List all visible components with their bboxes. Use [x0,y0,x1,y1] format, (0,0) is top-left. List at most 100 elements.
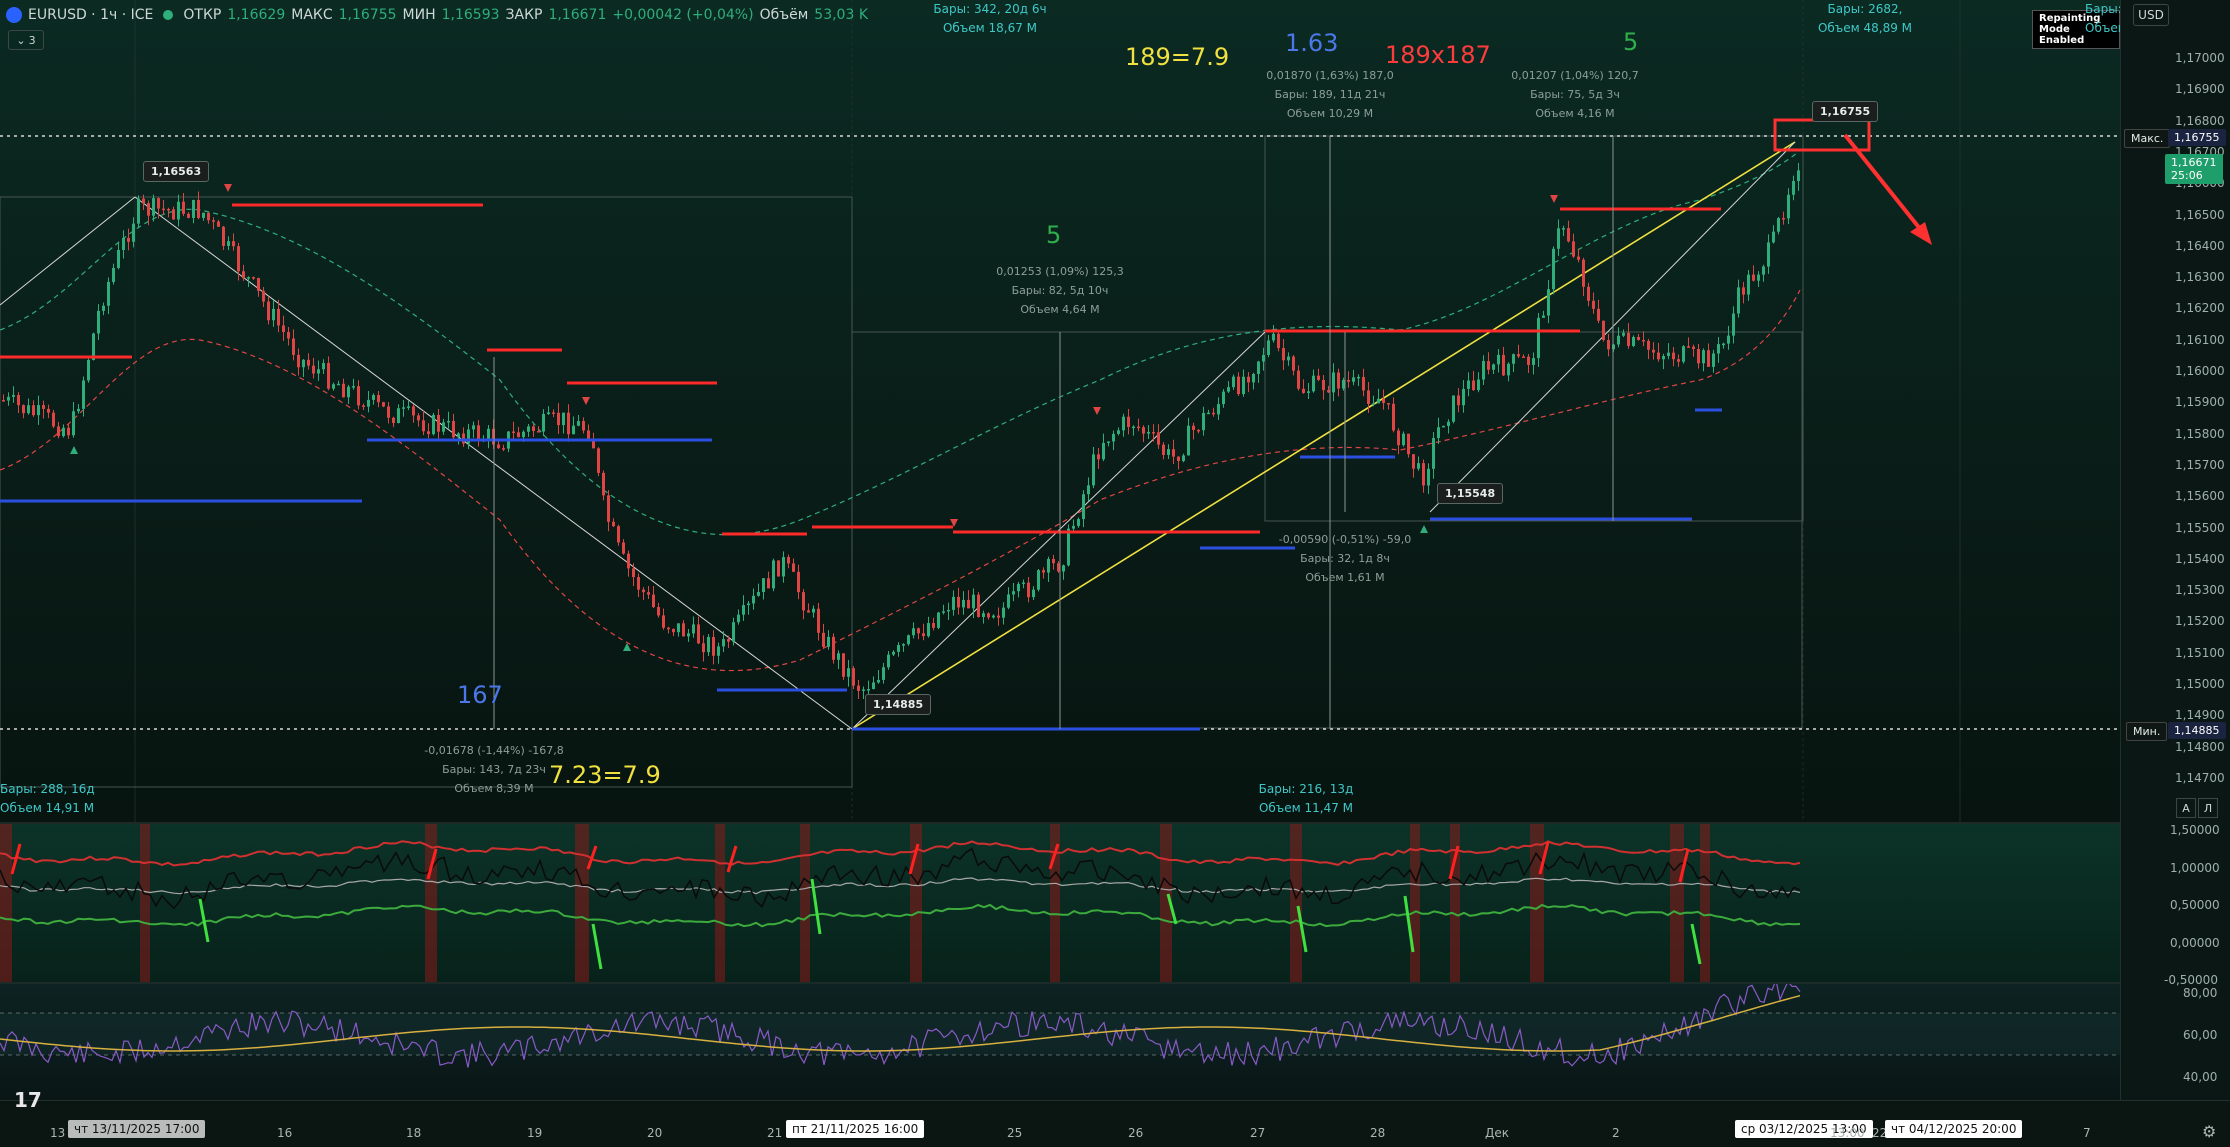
candle-body [1602,320,1605,340]
candle-body [1387,403,1390,405]
candle-body [132,223,135,242]
main-chart-pane[interactable]: EURUSD · 1ч · ICE ОТКР 1,16629 МАКС 1,16… [0,0,2120,822]
candle-body [1027,582,1030,598]
candle-body [1002,607,1005,618]
candle-body [1272,333,1275,341]
measure-text: Объем 4,64 M [1020,303,1100,316]
change-value: +0,00042 (+0,04%) [612,7,754,23]
pane-separator[interactable] [0,982,2230,984]
bars-note-4: Бары: 216, 13д Объем 11,47 M [1246,780,1366,818]
candle-body [1547,289,1550,316]
candle-body [962,599,965,608]
candle-body [687,633,690,637]
candle-body [502,448,505,450]
symbol-header: EURUSD · 1ч · ICE ОТКР 1,16629 МАКС 1,16… [6,4,868,26]
candle-body [327,362,330,389]
candle-body [1057,563,1060,572]
candle-body [772,560,775,589]
current-price-tag: 1,16671 25:06 [2165,154,2223,184]
oscillator-signal-bar [1530,824,1544,982]
candle-body [1282,348,1285,361]
candle-body [932,623,935,628]
candle-body [652,594,655,608]
time-axis-label: 2 [1612,1126,1620,1140]
candle-body [1552,248,1555,290]
oscillator-spike [1048,843,1060,870]
pane-separator[interactable] [0,822,2230,824]
oscillator-signal-bar [425,824,437,982]
candle-body [1472,380,1475,391]
candle-body [1532,358,1535,365]
candle-body [287,332,290,339]
candle-body [162,208,165,211]
candle-body [432,414,435,435]
bars-text: Бары: 2682, [1827,2,1903,16]
candle-body [497,444,500,449]
max-price-tag-label: Макс. [2124,129,2171,148]
auto-scale-button[interactable]: A [2176,798,2196,818]
candle-body [1332,372,1335,393]
candle-body [1397,430,1400,446]
candle-body [1412,454,1415,469]
tradingview-logo-icon[interactable] [6,7,22,23]
oscillator-spike [1678,848,1690,883]
volume-label: Объём [759,7,809,23]
candle-body [1327,390,1330,393]
candle-body [1572,241,1575,257]
bars-text: Бары: 288, 16д [0,782,95,796]
candle-body [1437,427,1440,439]
indicators-toggle-button[interactable]: ⌄ 3 [8,30,44,50]
candle-body [872,682,875,690]
currency-button[interactable]: USD [2133,4,2169,26]
candle-body [37,405,40,416]
candle-body [392,417,395,424]
candle-body [1742,287,1745,295]
rsi-pane[interactable] [0,984,2120,1100]
tradingview-watermark-icon[interactable]: 𝟭𝟳 [14,1088,42,1112]
bars-text: Бары: [2085,2,2120,16]
symbol-name[interactable]: EURUSD · 1ч · ICE [28,7,154,23]
time-axis-label: 13 [50,1126,66,1140]
candle-body [292,338,295,355]
settings-gear-icon[interactable]: ⚙ [2202,1122,2217,1141]
candle-body [947,609,950,612]
candle-body [1462,388,1465,406]
yellow-trendline [851,141,1796,730]
candle-body [367,399,370,407]
candle-body [662,615,665,628]
candle-body [1312,375,1315,392]
candle-body [577,421,580,426]
candle-body [1442,425,1445,428]
candle-body [1102,442,1105,460]
candle-body [127,237,130,242]
oscillator-svg[interactable] [0,824,2120,982]
annotation-189x187: 189x187 [1385,41,1491,69]
candle-body [22,405,25,414]
candle-body [462,433,465,444]
candle-body [1117,430,1120,434]
candle-body [747,603,750,606]
log-scale-button[interactable]: Л [2198,798,2218,818]
candle-body [1607,339,1610,350]
candle-body [1512,354,1515,364]
candle-body [612,521,615,527]
oscillator-highlight-bars [0,824,1710,982]
time-axis-label: 19 [527,1126,543,1140]
candle-body [1207,412,1210,415]
candle-body [682,623,685,637]
main-chart-svg[interactable] [0,0,2120,822]
candle-body [72,411,75,436]
annotation-167: 167 [457,681,503,709]
candle-body [42,405,45,409]
max-price-tag: 1,16755 [2168,129,2226,146]
rsi-svg[interactable] [0,984,2120,1100]
oscillator-pane[interactable] [0,824,2120,982]
measure-text: -0,01678 (-1,44%) -167,8 [424,744,564,757]
candle-body [1112,433,1115,442]
candle-body [12,395,15,397]
candle-body [177,201,180,220]
oscillator-signal-bar [140,824,150,982]
time-axis-label: 16 [277,1126,293,1140]
candle-body [1557,228,1560,249]
oscillator-signal-bar [1160,824,1172,982]
